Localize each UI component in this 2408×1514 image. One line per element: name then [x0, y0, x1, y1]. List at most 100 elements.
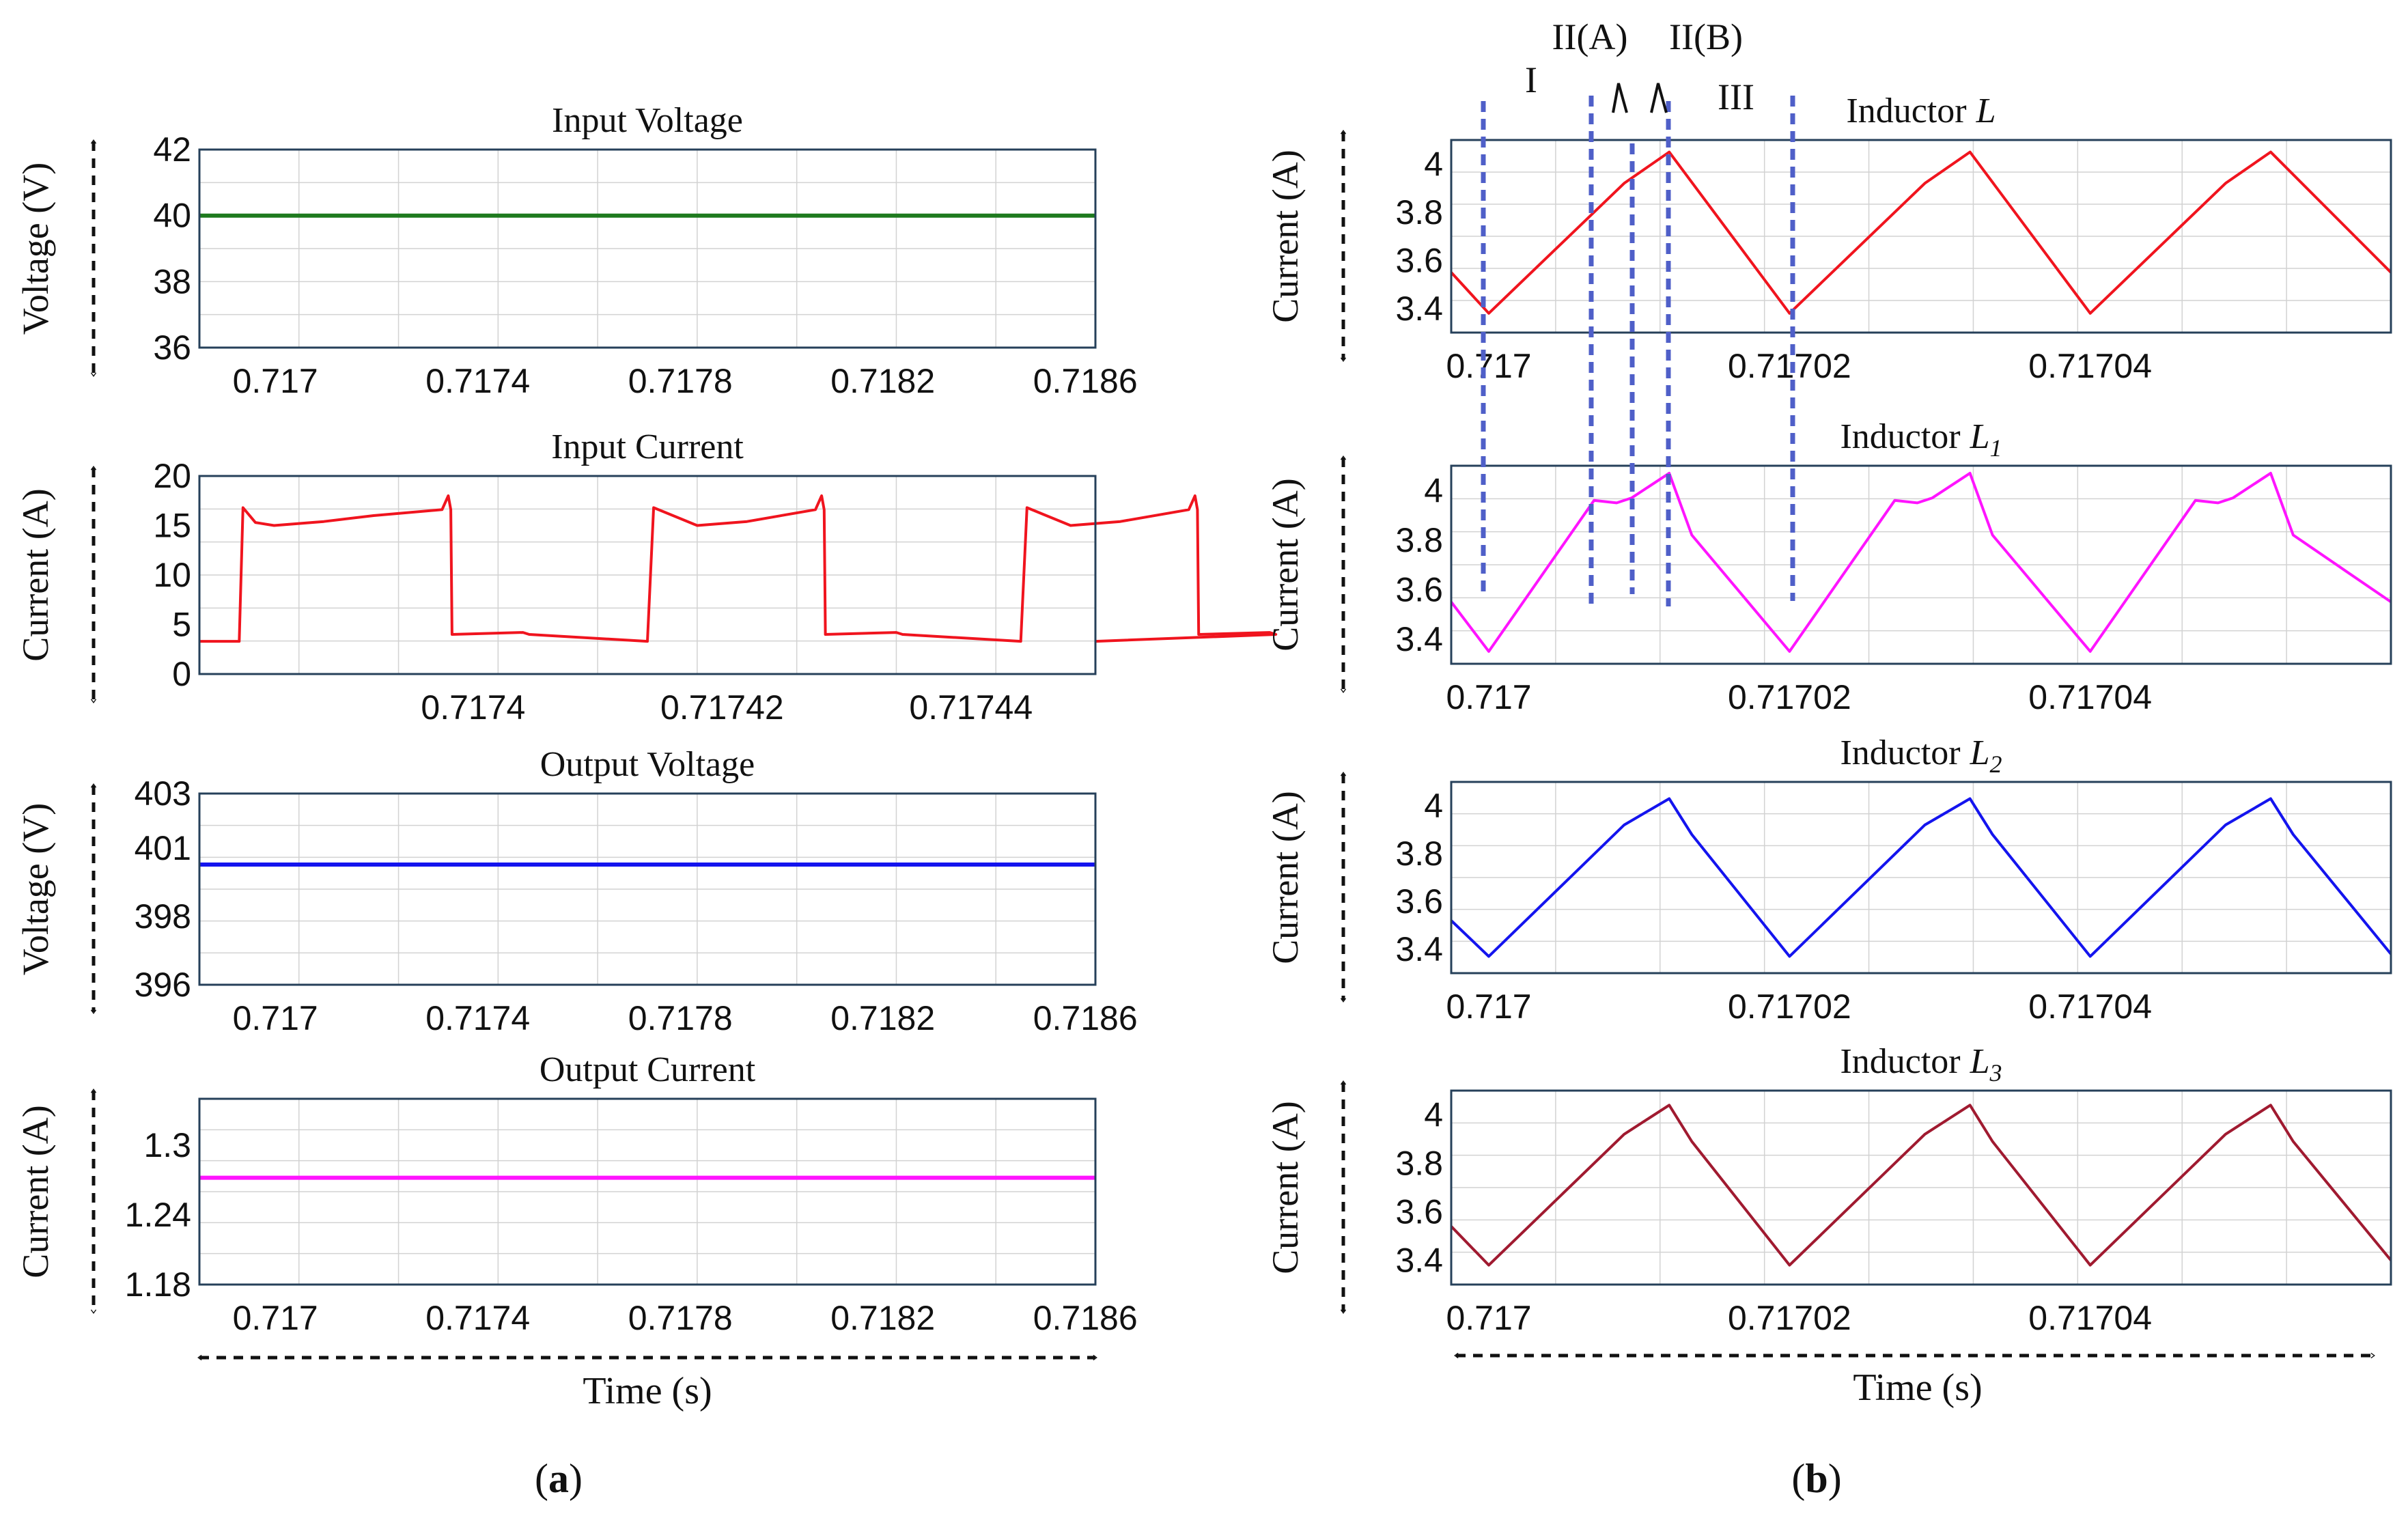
region-label-iia: II(A)	[1552, 16, 1628, 57]
y-tick-label: 4	[1424, 145, 1443, 183]
chart-output_current: Output Current 0.717 0.7174 0.7178 0.7182 0.7…	[15, 1050, 1138, 1337]
x-tick-label: 0.717	[1446, 678, 1531, 716]
y-tick-label: 396	[135, 966, 191, 1004]
region-arrow-iib	[1650, 83, 1668, 113]
x-tick-label: 0.717	[233, 1299, 318, 1337]
y-tick-label: 40	[153, 197, 191, 235]
y-tick-label: 3.6	[1395, 241, 1443, 279]
y-tick-label: 3.8	[1395, 1145, 1443, 1183]
chart-title: Inductor L	[1846, 92, 1996, 130]
chart-inductor_L2: Inductor L2 0.717 0.71702 0.71704 3.4 3.6 3.8 4 C…	[1265, 733, 2392, 1026]
x-tick-label: 0.7186	[1033, 1299, 1138, 1337]
series-line-input_current	[199, 494, 1278, 643]
x-tick-label: 0.7174	[425, 999, 530, 1037]
gridlines	[1451, 1091, 2391, 1285]
gridlines	[1451, 140, 2391, 333]
x-tick-label: 0.71704	[2028, 1299, 2152, 1337]
x-tick-label: 0.717	[233, 999, 318, 1037]
x-tick-label: 0.71704	[2028, 678, 2152, 716]
x-tick-label: 0.71742	[660, 688, 784, 727]
series-line-inductor_L1	[1450, 471, 2392, 653]
x-tick-label: 0.71744	[909, 688, 1033, 727]
y-tick-label: 42	[153, 130, 191, 169]
y-tick-label: 38	[153, 262, 191, 300]
overlay-layer: Time (s) Time (s) (a) (b) I II(A) II(B) III	[197, 16, 2375, 1501]
time-axis-label-b: Time (s)	[1853, 1366, 1982, 1409]
y-axis-label: Current (A)	[1265, 478, 1306, 651]
plot-frame	[198, 1097, 1097, 1286]
x-tick-label: 0.7178	[628, 1299, 733, 1337]
series-line-inductor_L3	[1450, 1104, 2392, 1267]
x-tick-label: 0.7182	[830, 362, 935, 400]
gridlines	[1451, 782, 2391, 973]
y-tick-label: 3.4	[1395, 290, 1443, 328]
y-tick-label: 3.4	[1395, 620, 1443, 658]
chart-title: Inductor L3	[1840, 1042, 2002, 1087]
y-tick-label: 3.6	[1395, 1193, 1443, 1231]
chart-title: Output Current	[540, 1050, 756, 1089]
x-tick-label: 0.7186	[1033, 999, 1138, 1037]
plot-frame	[198, 792, 1097, 986]
y-tick-label: 3.6	[1395, 882, 1443, 921]
chart-output_voltage: Output Voltage 0.717 0.7174 0.7178 0.7182 0.7…	[15, 745, 1138, 1037]
plot-frame	[1450, 464, 2392, 665]
y-tick-label: 0	[172, 655, 191, 693]
y-tick-label: 3.4	[1395, 1242, 1443, 1280]
gridlines	[199, 476, 1095, 674]
y-tick-label: 3.8	[1395, 521, 1443, 559]
chart-inductor_L3: Inductor L3 0.717 0.71702 0.71704 3.4 3.6 3.8 4 C…	[1265, 1042, 2392, 1337]
chart-title: Output Voltage	[540, 745, 755, 784]
x-tick-label: 0.717	[233, 362, 318, 400]
y-axis-label: Current (A)	[15, 1105, 56, 1278]
x-tick-label: 0.717	[1446, 987, 1531, 1026]
series-line-inductor_L	[1450, 150, 2392, 315]
x-tick-label: 0.7174	[425, 362, 530, 400]
y-axis-label: Voltage (V)	[15, 803, 56, 975]
time-axis-label-a: Time (s)	[583, 1370, 712, 1412]
x-tick-label: 0.71702	[1728, 987, 1851, 1026]
y-axis-label: Current (A)	[15, 488, 56, 661]
gridlines	[1451, 466, 2391, 664]
y-tick-label: 20	[153, 457, 191, 495]
y-tick-label: 4	[1424, 787, 1443, 825]
y-tick-label: 403	[135, 774, 191, 813]
panel-label-b: (b)	[1791, 1456, 1841, 1501]
y-tick-label: 1.18	[125, 1265, 191, 1304]
y-tick-label: 4	[1424, 471, 1443, 509]
chart-title: Input Current	[551, 427, 744, 466]
y-axis-label: Current (A)	[1265, 1101, 1306, 1274]
x-tick-label: 0.7174	[425, 1299, 530, 1337]
chart-input_voltage: Input Voltage 0.717 0.7174 0.7178 0.7182 0.71…	[15, 101, 1138, 400]
y-tick-label: 1.24	[125, 1196, 191, 1234]
x-tick-label: 0.71704	[2028, 347, 2152, 385]
region-label-iib: II(B)	[1669, 16, 1743, 57]
plot-frame	[198, 148, 1097, 349]
y-tick-label: 3.4	[1395, 930, 1443, 968]
y-tick-label: 3.8	[1395, 193, 1443, 232]
y-tick-label: 401	[135, 829, 191, 867]
y-tick-label: 1.3	[143, 1126, 191, 1164]
plot-frame	[198, 475, 1097, 675]
chart-title: Inductor L1	[1840, 417, 2002, 462]
plot-frame	[1450, 139, 2392, 334]
x-tick-label: 0.7182	[830, 999, 935, 1037]
y-tick-label: 398	[135, 897, 191, 936]
x-tick-label: 0.71704	[2028, 987, 2152, 1026]
x-tick-label: 0.717	[1446, 1299, 1531, 1337]
panel-label-a: (a)	[535, 1456, 583, 1501]
x-tick-label: 0.7178	[628, 999, 733, 1037]
y-axis-label: Voltage (V)	[15, 163, 56, 335]
y-tick-label: 3.8	[1395, 835, 1443, 873]
y-tick-label: 10	[153, 556, 191, 594]
x-tick-label: 0.71702	[1728, 678, 1851, 716]
y-tick-label: 5	[172, 606, 191, 644]
x-tick-label: 0.71702	[1728, 1299, 1851, 1337]
x-tick-label: 0.7182	[830, 1299, 935, 1337]
region-label-i: I	[1525, 59, 1537, 100]
chart-title: Inductor L2	[1840, 733, 2002, 778]
y-tick-label: 4	[1424, 1096, 1443, 1134]
x-tick-label: 0.7174	[421, 688, 525, 727]
y-axis-label: Current (A)	[1265, 791, 1306, 964]
chart-inductor_L: Inductor L 0.717 0.71702 0.71704 3.4 3.6 3.8 4 Cu…	[1265, 92, 2392, 385]
